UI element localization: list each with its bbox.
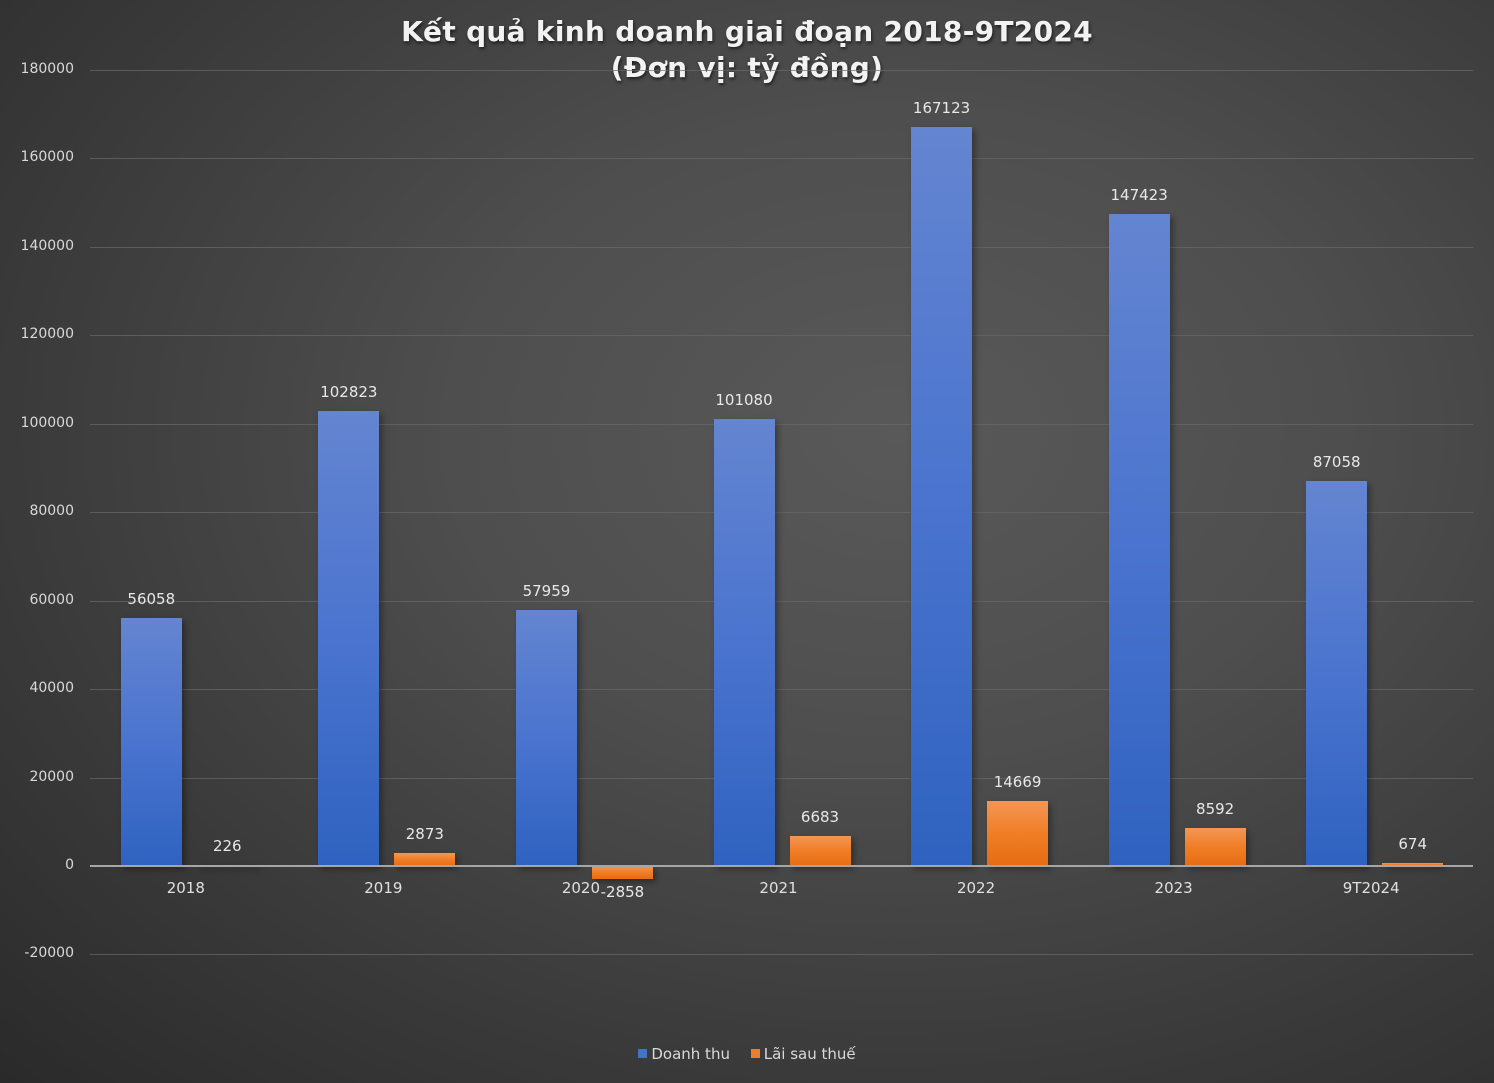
bar-doanh-thu[interactable]	[318, 411, 380, 866]
gridline	[90, 954, 1473, 955]
data-label: 102823	[320, 383, 378, 402]
gridline	[90, 335, 1473, 336]
y-tick-label: 40000	[29, 680, 74, 697]
gridline	[90, 70, 1473, 71]
legend-swatch-blue-icon	[638, 1049, 648, 1058]
data-label: 6683	[800, 808, 840, 827]
y-tick-label: -20000	[24, 945, 74, 962]
x-tick-label: 2020	[561, 879, 601, 897]
legend-swatch-orange-icon	[750, 1049, 760, 1058]
data-label: 2873	[405, 825, 444, 844]
x-tick-label: 2018	[166, 879, 205, 897]
y-tick-label: 160000	[20, 149, 74, 166]
data-label: 14669	[993, 773, 1042, 792]
gridline	[90, 778, 1473, 779]
legend-item-lai-sau-thue[interactable]: Lãi sau thuế	[750, 1045, 856, 1063]
data-label: 56058	[127, 590, 176, 609]
data-label: 101080	[715, 391, 773, 409]
chart-title-main: Kết quả kinh doanh giai đoạn 2018-9T2024	[401, 15, 1093, 48]
legend-label: Doanh thu	[651, 1045, 730, 1063]
bar-lai-sau-thue[interactable]	[1184, 828, 1246, 866]
bar-lai-sau-thue[interactable]	[1382, 863, 1444, 866]
bar-lai-sau-thue[interactable]	[789, 836, 851, 866]
x-tick-label: 2023	[1154, 879, 1193, 897]
bar-doanh-thu[interactable]	[515, 609, 577, 866]
gridline	[90, 512, 1473, 513]
x-tick-label: 2021	[759, 879, 798, 897]
data-label: 57959	[522, 581, 571, 600]
bar-doanh-thu[interactable]	[120, 618, 182, 866]
chart-title: Kết quả kinh doanh giai đoạn 2018-9T2024…	[0, 14, 1494, 86]
y-tick-label: 80000	[29, 503, 74, 520]
bar-doanh-thu[interactable]	[1108, 214, 1170, 866]
legend-item-doanh-thu[interactable]: Doanh thu	[638, 1045, 730, 1063]
data-label: 226	[212, 837, 242, 855]
y-tick-label: 100000	[20, 414, 74, 431]
y-tick-label: 120000	[20, 326, 74, 343]
data-label: -2858	[600, 882, 645, 901]
y-tick-label: 0	[65, 857, 74, 873]
y-tick-label: 180000	[20, 61, 74, 77]
gridline	[90, 689, 1473, 690]
gridline	[90, 247, 1473, 248]
bar-lai-sau-thue[interactable]	[591, 866, 653, 879]
bar-lai-sau-thue[interactable]	[987, 801, 1049, 866]
bar-doanh-thu[interactable]	[713, 419, 775, 866]
legend-label: Lãi sau thuế	[763, 1045, 856, 1063]
y-tick-label: 60000	[29, 591, 74, 608]
data-label: 147423	[1110, 186, 1168, 205]
x-axis-line	[90, 865, 1473, 867]
gridline	[90, 601, 1473, 602]
data-label: 87058	[1312, 453, 1361, 471]
y-tick-label: 140000	[20, 237, 74, 254]
gridline	[90, 158, 1473, 159]
bar-lai-sau-thue[interactable]	[394, 853, 456, 866]
x-tick-label: 9T2024	[1342, 879, 1400, 897]
x-tick-label: 2022	[956, 879, 996, 897]
gridline	[90, 424, 1473, 425]
data-label: 167123	[912, 98, 971, 117]
data-label: 674	[1398, 835, 1428, 854]
y-tick-label: 20000	[29, 768, 74, 785]
data-label: 8592	[1196, 800, 1235, 818]
x-tick-label: 2019	[364, 879, 403, 897]
legend: Doanh thu Lãi sau thuế	[0, 1045, 1494, 1063]
bar-doanh-thu[interactable]	[911, 126, 973, 866]
bar-doanh-thu[interactable]	[1306, 481, 1368, 866]
chart-subtitle: (Đơn vị: tỷ đồng)	[610, 51, 884, 84]
